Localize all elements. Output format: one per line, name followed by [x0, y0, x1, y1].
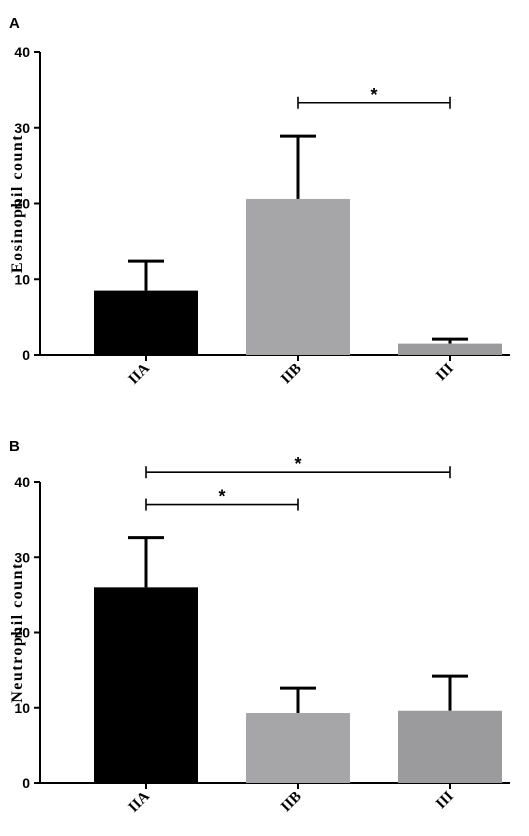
chart-panel-a: A 0 10 20 30 40 Eosinophil count IIA IIB III *	[9, 15, 510, 388]
bar-iii	[398, 710, 502, 783]
significance-star: *	[370, 85, 377, 105]
y-tick-label: 10	[14, 700, 30, 716]
y-tick-label: 30	[14, 120, 30, 136]
y-tick-label: 40	[14, 44, 30, 60]
significance-bracket: *	[145, 454, 451, 479]
chart-panel-b: B 0 10 20 30 40 Neutrophil count IIA IIB III * *	[9, 438, 510, 816]
bar-iib	[246, 198, 350, 355]
panel-label: B	[9, 438, 20, 455]
y-tick-label: 30	[14, 549, 30, 565]
y-tick-label: 0	[22, 775, 30, 791]
y-tick-label: 20	[14, 196, 30, 212]
bar-iii	[398, 343, 502, 355]
y-axis-title: Neutrophil count	[9, 562, 26, 703]
bar-iia	[94, 290, 198, 355]
significance-bracket: *	[145, 487, 299, 511]
bar-iib	[246, 713, 350, 783]
category-label-iia: IIA	[126, 788, 153, 815]
significance-bracket: *	[297, 85, 451, 109]
y-tick-label: 40	[14, 474, 30, 490]
category-label-iia: IIA	[126, 360, 153, 387]
y-tick-label: 20	[14, 625, 30, 641]
y-tick-label: 10	[14, 271, 30, 287]
y-axis-title: Eosinophil count	[9, 134, 26, 273]
category-label-iii: III	[433, 360, 457, 384]
category-label-iib: IIB	[278, 361, 305, 388]
significance-star: *	[294, 454, 301, 474]
significance-star: *	[218, 487, 225, 507]
category-label-iib: IIB	[278, 789, 305, 816]
bar-iia	[94, 587, 198, 783]
panel-label: A	[9, 15, 20, 32]
category-label-iii: III	[433, 788, 457, 812]
y-tick-label: 0	[22, 347, 30, 363]
